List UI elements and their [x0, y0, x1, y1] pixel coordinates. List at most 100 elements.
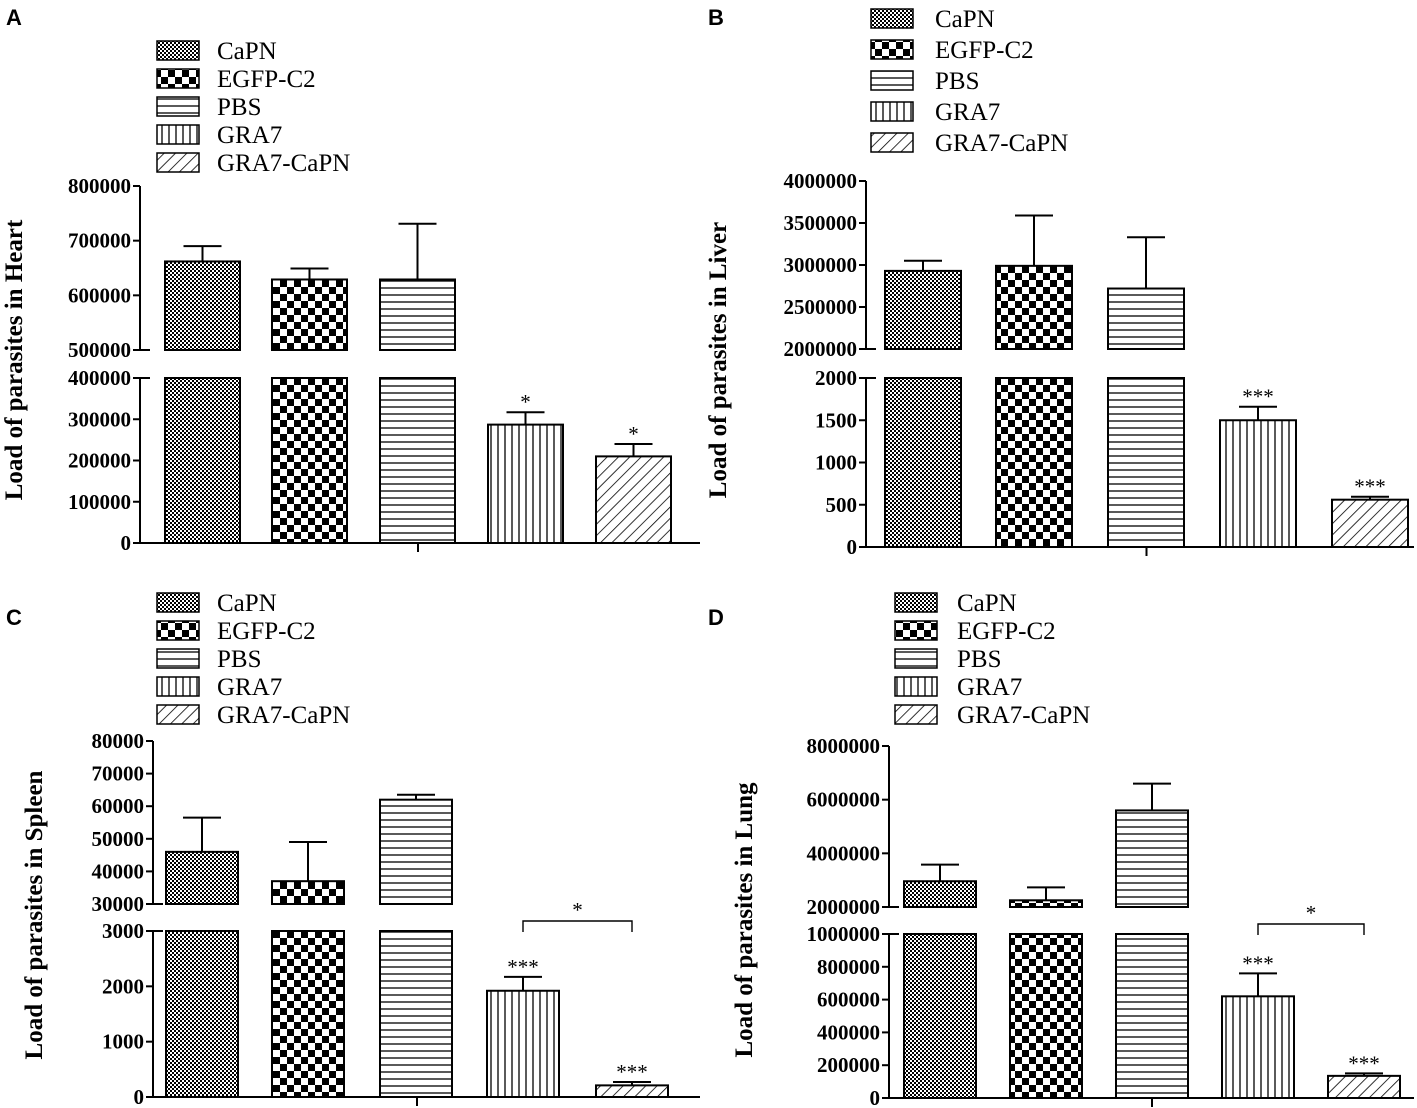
panel-a-bar-5: [595, 455, 672, 544]
panel-c-bar-1-upper: [165, 850, 239, 906]
panel-a-y-tick-label: 100000: [68, 490, 131, 514]
panel-b-y-axis-label: Load of parasites in Liver: [705, 222, 732, 498]
panel-c-y-tick-label: 1000: [102, 1030, 144, 1054]
panel-a-legend-label: PBS: [217, 94, 261, 121]
panel-b-bar-3-upper: [1107, 287, 1185, 350]
panel-a-y-tick-label: 600000: [68, 283, 131, 307]
panel-d-y-tick-label: 4000000: [807, 841, 881, 865]
panel-b-y-tick-label: 4000000: [784, 169, 858, 193]
panel-d-legend-label: GRA7-CaPN: [957, 702, 1090, 729]
panel-d-y-tick-label: 800000: [817, 955, 880, 979]
panel-c-y-tick-label: 3000: [102, 919, 144, 943]
panel-c-legend-swatch: [156, 620, 200, 641]
panel-d-bar-5: [1327, 1074, 1401, 1099]
panel-d-comparison-label: *: [1306, 901, 1317, 925]
panel-c-axes: 30000 40000 50000 60000 70000 80000 0 1000 2000 3…: [92, 729, 700, 1108]
panel-a-bar-1-lower: [164, 377, 241, 544]
panel-b-bar-1-upper: [884, 269, 962, 351]
panel-c-bar-3-lower: [379, 930, 453, 1098]
panel-d-significance-4: ***: [1242, 951, 1274, 975]
panel-c-comparison-label: *: [572, 898, 583, 922]
panel-a-y-tick-label: 400000: [68, 366, 131, 390]
panel-a-bar-3-upper: [379, 278, 456, 352]
panel-c-y-tick-label: 40000: [92, 859, 145, 883]
panel-d-y-tick-label: 200000: [817, 1053, 880, 1077]
panel-b-y-tick-label: 3500000: [784, 211, 858, 235]
panel-a-y-axis-label: Load of parasites in Heart: [1, 219, 28, 500]
panel-b-bar-1-lower: [884, 377, 962, 548]
panel-b-bar-2-upper: [995, 264, 1073, 350]
panel-d-y-tick-label: 600000: [817, 988, 880, 1012]
panel-d-y-tick-label: 6000000: [807, 788, 881, 812]
panel-c-legend-label: EGFP-C2: [217, 618, 316, 645]
panel-c-legend-label: GRA7-CaPN: [217, 702, 350, 729]
panel-a-y-tick-label: 200000: [68, 449, 131, 473]
panel-a-bar-2-upper: [271, 278, 348, 352]
panel-a-axes: 500000 600000 700000 800000 0 100000 200000 300…: [68, 174, 700, 555]
panel-c-bars: *******: [165, 793, 669, 1099]
panel-b-legend-label: PBS: [935, 68, 979, 95]
panel-d-comparison-bracket: [1257, 923, 1365, 935]
panel-c-legend-label: CaPN: [217, 590, 277, 617]
panel-d-legend-label: EGFP-C2: [957, 618, 1056, 645]
panel-c-legend-swatch: [156, 592, 200, 613]
panel-b-bar-3-lower: [1107, 377, 1185, 548]
panel-d-bar-3-upper: [1115, 809, 1189, 909]
panel-b-y-tick-label: 2000000: [784, 337, 858, 361]
panel-a-y-tick-label: 500000: [68, 338, 131, 362]
panel-b-legend-label: EGFP-C2: [935, 37, 1034, 64]
panel-a-letter: A: [6, 5, 22, 30]
panel-c-legend-label: GRA7: [217, 674, 282, 701]
panel-a-bar-2-lower: [271, 377, 348, 544]
panel-c-y-tick-label: 50000: [92, 827, 145, 851]
panel-c-legend-swatch: [156, 676, 200, 697]
panel-c-letter: C: [6, 605, 22, 630]
panel-d-bar-2-lower: [1009, 933, 1083, 1099]
panel-a-legend-label: GRA7-CaPN: [217, 150, 350, 177]
panel-b-legend-swatch: [870, 101, 914, 122]
panel-a-legend-label: GRA7: [217, 122, 282, 149]
panel-c-legend-label: PBS: [217, 646, 261, 673]
panel-d-y-tick-label: 2000000: [807, 895, 881, 919]
panel-b-axes: 2000000 2500000 3000000 3500000 4000000 0 500 1…: [784, 169, 1414, 559]
panel-c-bar-1-lower: [165, 930, 239, 1098]
panel-d-legend-label: PBS: [957, 646, 1001, 673]
panel-b: B CaPN EGFP-C2 PBS GRA7 GRA7-CaPN 2000000 250…: [705, 5, 1414, 559]
panel-b-significance-4: ***: [1242, 385, 1274, 409]
panel-d-bar-2-upper: [1009, 899, 1083, 909]
panel-c-significance-4: ***: [507, 955, 539, 979]
panel-b-significance-5: ***: [1354, 475, 1386, 499]
panel-d-bar-1-upper: [903, 880, 977, 908]
panel-b-y-tick-label: 3000000: [784, 253, 858, 277]
panel-b-legend-label: CaPN: [935, 6, 995, 33]
panel-d-legend-swatch: [894, 648, 938, 669]
panel-c-comparison-bracket: [522, 920, 633, 932]
panel-d-letter: D: [708, 605, 724, 630]
panel-b-legend: CaPN EGFP-C2 PBS GRA7 GRA7-CaPN: [870, 6, 1068, 157]
panel-b-y-tick-label: 2000: [815, 366, 857, 390]
panel-c-bar-3-upper: [379, 798, 453, 905]
panel-d-legend-swatch: [894, 676, 938, 697]
panel-c-significance-5: ***: [616, 1060, 648, 1084]
panel-b-letter: B: [708, 5, 724, 30]
panel-a-y-tick-label: 800000: [68, 174, 131, 198]
panel-a-bar-3-lower: [379, 377, 456, 544]
panel-b-y-tick-label: 0: [847, 535, 858, 559]
panel-d-bar-1-lower: [903, 933, 977, 1099]
panel-c-y-tick-label: 2000: [102, 974, 144, 998]
panel-a-significance-4: *: [520, 390, 531, 414]
panel-a-legend-swatch: [156, 152, 200, 173]
panel-b-legend-swatch: [870, 39, 914, 60]
panel-a-bar-1-upper: [164, 260, 241, 351]
panel-a-y-tick-label: 300000: [68, 407, 131, 431]
panel-d-significance-5: ***: [1348, 1051, 1380, 1075]
panel-c-legend-swatch: [156, 648, 200, 669]
panel-d-bar-3-lower: [1115, 933, 1189, 1099]
panel-d-y-tick-label: 400000: [817, 1020, 880, 1044]
